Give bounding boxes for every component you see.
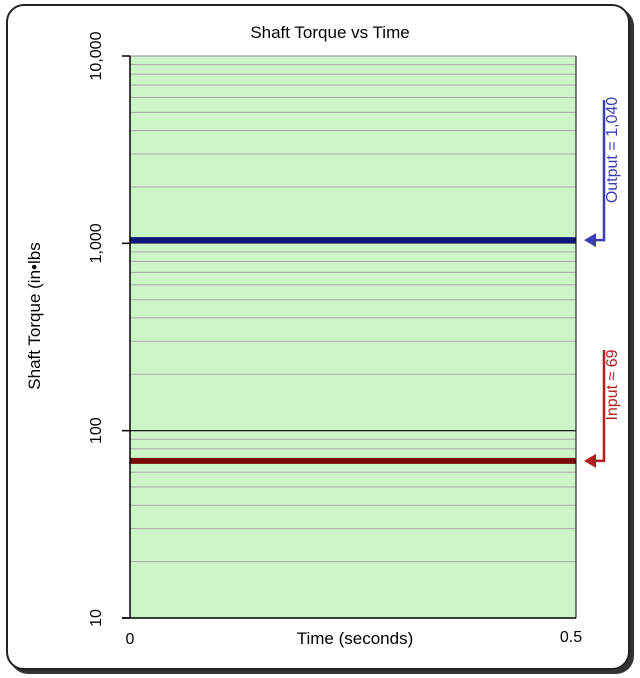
y-tick-label: 10 [88,609,105,627]
axis-ticks: 10 100 1,000 10,000 0 0.5 [88,31,582,648]
annotations: Output = 1,040 Input ≈ 69 [584,97,621,468]
chart-title: Shaft Torque vs Time [250,23,409,42]
y-tick-label: 10,000 [88,31,105,80]
annotation-arrow [594,100,606,242]
plot-background [130,56,576,618]
arrowhead [584,453,596,468]
series-lines [130,237,576,464]
annotation-arrow [594,350,606,463]
y-tick-label: 1,000 [88,223,105,263]
y-axis-title: Shaft Torque (in•lbs [25,242,44,389]
arrowhead [584,233,596,248]
y-tick-label: 100 [88,417,105,444]
x-tick-label: 0.5 [560,629,582,646]
annotation-label-input: Input ≈ 69 [604,349,621,420]
annotation-label-output: Output = 1,040 [604,97,621,203]
x-axis-title: Time (seconds) [297,629,414,648]
grid-lines [130,55,576,563]
x-tick-label: 0 [126,631,135,648]
